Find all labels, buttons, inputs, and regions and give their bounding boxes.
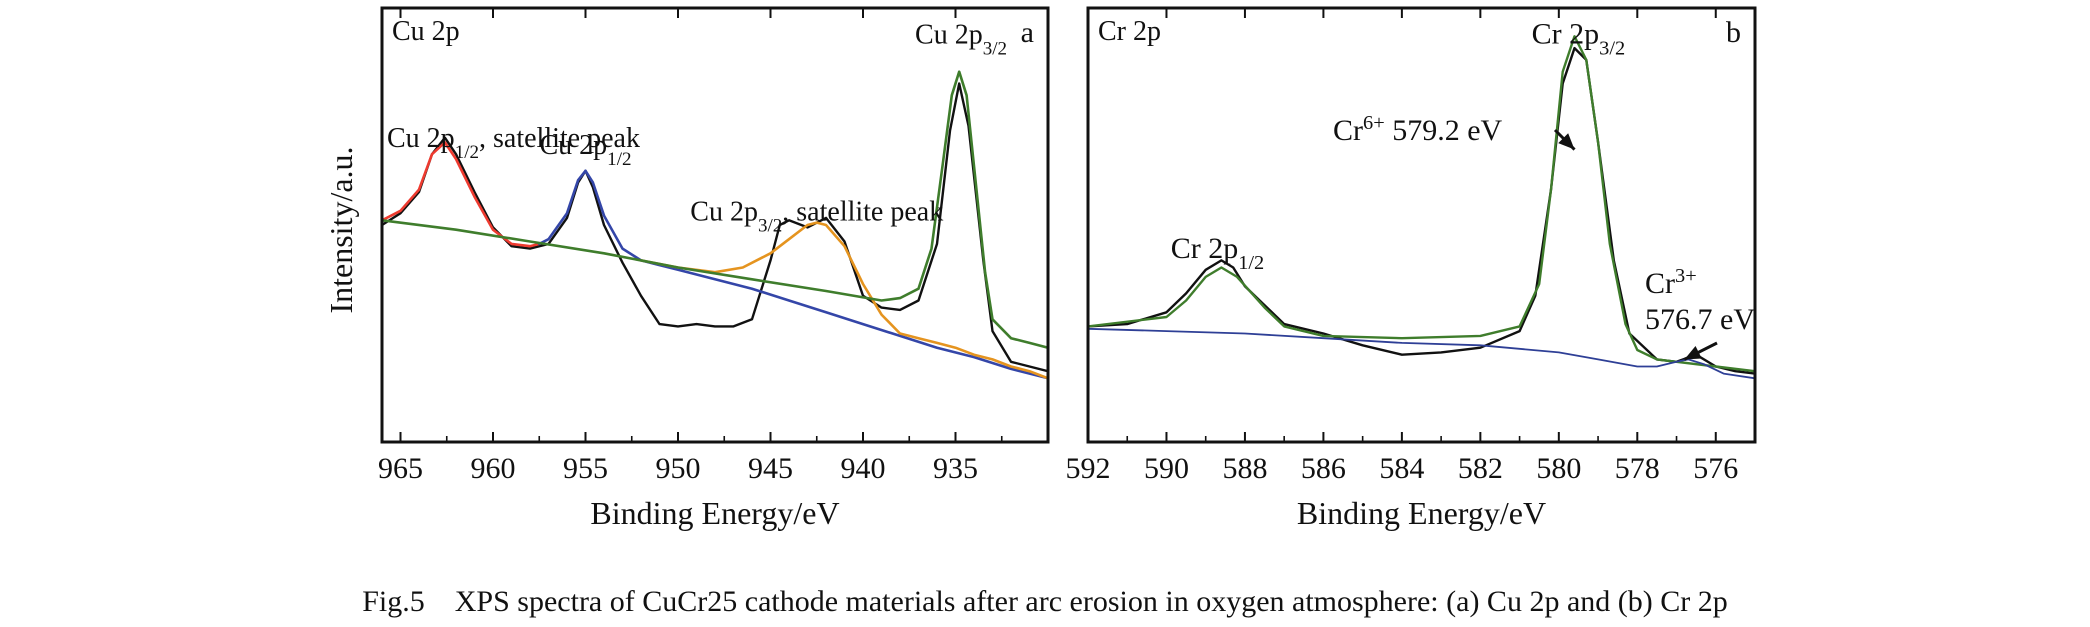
svg-text:Cu 2p1/2: Cu 2p1/2 (539, 130, 631, 170)
x-tick-label: 955 (563, 452, 608, 485)
series-line-3 (1088, 327, 1755, 380)
svg-text:576.7 eV: 576.7 eV (1645, 303, 1755, 336)
x-tick-label: 965 (378, 452, 423, 485)
y-axis-label: Intensity/a.u. (323, 146, 359, 313)
series-line-4 (639, 221, 1048, 380)
x-tick-label: 584 (1379, 452, 1424, 485)
annotation-1: Cr 2p3/2 (1532, 17, 1626, 59)
x-tick-label: 935 (933, 452, 978, 485)
x-tick-label: 576 (1693, 452, 1738, 485)
panel-letter: a (1021, 16, 1034, 49)
svg-text:Cu 2p3/2, satellite peak: Cu 2p3/2, satellite peak (690, 196, 943, 236)
x-tick-label: 580 (1536, 452, 1581, 485)
series-line-5 (382, 70, 1048, 349)
panel-b-cr-2p: 592 590 588 586 584 582 580 578 576 Binding Energ… (1066, 6, 1757, 531)
svg-text:Cr 2p3/2: Cr 2p3/2 (1532, 17, 1626, 59)
annotation-4: Cu 2p3/2 (915, 19, 1007, 59)
panel-letter: b (1726, 16, 1741, 49)
annotation-4: Cr3+576.7 eV (1645, 265, 1755, 361)
annotation-3: Cu 2p3/2, satellite peak (690, 196, 943, 236)
x-tick-label: 586 (1301, 452, 1346, 485)
annotation-2: Cr 2p1/2 (1171, 232, 1265, 274)
annotation-1: Cu 2p1/2, satellite peak (387, 123, 640, 163)
series-line-2 (1088, 35, 1755, 373)
x-tick-label: 588 (1222, 452, 1267, 485)
plot-frame (380, 6, 1050, 444)
x-tick-label: 582 (1458, 452, 1503, 485)
svg-text:Cu 2p3/2: Cu 2p3/2 (915, 19, 1007, 59)
svg-text:Cr3+: Cr3+ (1645, 265, 1697, 300)
svg-text:Cr 2p1/2: Cr 2p1/2 (1171, 232, 1265, 274)
series-line-2 (382, 141, 541, 248)
x-tick-label: 590 (1144, 452, 1189, 485)
svg-text:Cr6+ 579.2 eV: Cr6+ 579.2 eV (1333, 112, 1503, 147)
x-tick-label: 578 (1615, 452, 1660, 485)
annotation-3: Cr6+ 579.2 eV (1333, 112, 1576, 151)
panel-title: Cu 2p (392, 16, 460, 47)
x-axis-label: Binding Energy/eV (1297, 495, 1546, 531)
panel-title: Cr 2p (1098, 16, 1161, 47)
x-tick-label: 592 (1066, 452, 1111, 485)
x-tick-label: 950 (656, 452, 701, 485)
series-line-3 (538, 169, 1048, 380)
plot-frame (1086, 6, 1757, 444)
panel-a-cu-2p: 965 960 955 950 945 940 935 Binding Energy/eV Cu… (378, 6, 1050, 531)
x-tick-label: 940 (841, 452, 886, 485)
annotation-2: Cu 2p1/2 (539, 130, 631, 170)
x-axis-label: Binding Energy/eV (590, 495, 839, 531)
x-tick-label: 945 (748, 452, 793, 485)
figure-caption: Fig.5 XPS spectra of CuCr25 cathode mate… (362, 585, 1728, 618)
x-tick-label: 960 (471, 452, 516, 485)
svg-text:Cu 2p1/2, satellite peak: Cu 2p1/2, satellite peak (387, 123, 640, 163)
